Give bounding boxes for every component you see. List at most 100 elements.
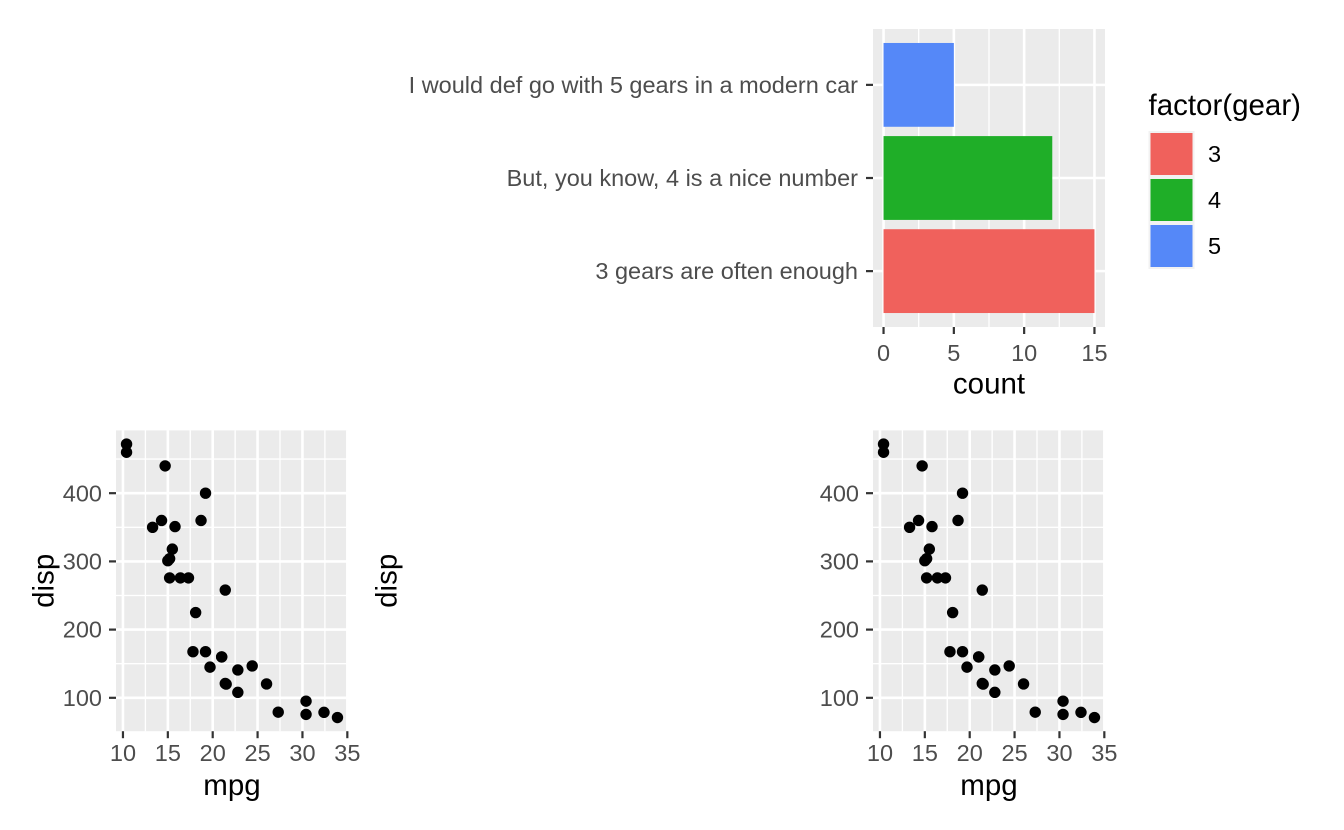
bar-category-label: I would def go with 5 gears in a modern … [409, 72, 859, 98]
scatter-point [232, 686, 244, 699]
scatter-point [169, 520, 181, 533]
mpg-disp-scatter-left: 10 15 20 25 30 35 100 200 300 400 mpg disp [28, 430, 360, 802]
scatter-point [199, 487, 212, 499]
bar-x-tick-label: 10 [1011, 340, 1037, 366]
scatter-point [195, 514, 207, 527]
legend-key-swatch [1150, 179, 1193, 221]
scatter-point [1057, 708, 1069, 721]
scatter-y-tick-label: 400 [820, 480, 859, 506]
scatter-point [187, 646, 199, 658]
legend-key-label: 5 [1208, 233, 1221, 259]
scatter-point [912, 514, 925, 527]
scatter-point [903, 521, 916, 533]
scatter-x-axis-title: mpg [960, 769, 1017, 802]
scatter-point [300, 695, 312, 707]
bar [883, 136, 1053, 220]
scatter-x-tick-label: 30 [289, 740, 315, 766]
scatter-point [331, 711, 344, 724]
scatter-point [919, 555, 931, 567]
scatter-point [944, 646, 956, 658]
bar [883, 229, 1095, 314]
legend-key-swatch [1150, 133, 1193, 175]
scatter-point [877, 446, 890, 458]
scatter-point [300, 708, 312, 721]
scatter-x-tick-label: 25 [1002, 740, 1028, 766]
scatter-point [155, 514, 168, 527]
scatter-y-tick-label: 400 [63, 480, 102, 506]
scatter-point [1057, 695, 1069, 707]
scatter-point [163, 572, 176, 584]
scatter-y-axis-title: disp [371, 554, 404, 608]
scatter-y-tick-label: 100 [820, 685, 859, 711]
scatter-point [989, 686, 1001, 699]
scatter-x-tick-label: 20 [200, 740, 226, 766]
scatter-point [260, 678, 273, 690]
scatter-point [939, 572, 952, 584]
scatter-x-tick-label: 30 [1046, 740, 1072, 766]
scatter-point [219, 677, 231, 690]
scatter-x-tick-label: 35 [334, 740, 360, 766]
bar-x-tick-label: 5 [947, 340, 960, 366]
scatter-point [989, 664, 1001, 676]
legend-key-label: 3 [1208, 141, 1221, 167]
scatter-point [162, 555, 174, 567]
scatter-point [956, 646, 969, 658]
bar-category-label: But, you know, 4 is a nice number [507, 165, 859, 191]
scatter-point [174, 572, 187, 584]
scatter-x-tick-label: 10 [867, 740, 893, 766]
scatter-point [961, 661, 973, 673]
scatter-y-axis-title: disp [28, 554, 61, 608]
scatter-point [946, 606, 959, 619]
scatter-point [877, 438, 890, 450]
scatter-point [146, 521, 159, 533]
scatter-point [952, 514, 964, 527]
scatter-x-tick-label: 10 [110, 740, 136, 766]
scatter-point [272, 706, 284, 718]
gear-bar-chart: 0 5 10 15 3 gears are often enough But, you k… [409, 29, 1301, 401]
scatter-point [956, 487, 969, 499]
scatter-point [1017, 678, 1030, 690]
scatter-point [215, 651, 228, 663]
legend-title: factor(gear) [1149, 89, 1301, 122]
scatter-x-tick-label: 35 [1091, 740, 1117, 766]
scatter-y-tick-label: 200 [820, 617, 859, 643]
scatter-point [199, 646, 212, 658]
legend-key-swatch [1150, 225, 1193, 267]
scatter-y-tick-label: 100 [63, 685, 102, 711]
scatter-point [120, 446, 133, 458]
scatter-y-tick-label: 200 [63, 617, 102, 643]
scatter-y-tick-label: 300 [63, 548, 102, 574]
scatter-point [923, 543, 936, 555]
scatter-point [159, 460, 171, 472]
scatter-panel-background [116, 430, 348, 732]
scatter-point [976, 677, 988, 690]
bar-x-tick-label: 0 [877, 340, 890, 366]
scatter-point [166, 543, 179, 555]
scatter-point [204, 661, 216, 673]
scatter-x-tick-label: 25 [245, 740, 271, 766]
scatter-point [920, 572, 933, 584]
scatter-point [926, 520, 938, 533]
bar-category-label: 3 gears are often enough [595, 258, 858, 284]
scatter-point [120, 438, 133, 450]
scatter-point [1088, 711, 1101, 724]
legend-key-label: 4 [1208, 187, 1221, 213]
scatter-point [976, 584, 988, 596]
bar-x-tick-label: 15 [1081, 340, 1107, 366]
bar [883, 42, 954, 127]
scatter-x-tick-label: 15 [155, 740, 181, 766]
scatter-point [318, 706, 330, 719]
scatter-point [916, 460, 928, 472]
scatter-point [232, 664, 244, 676]
scatter-point [182, 572, 195, 584]
scatter-point [1003, 660, 1015, 672]
scatter-point [219, 584, 231, 596]
scatter-point [1075, 706, 1087, 719]
bar-x-axis-title: count [953, 368, 1025, 401]
scatter-x-tick-label: 15 [912, 740, 938, 766]
scatter-y-tick-label: 300 [820, 548, 859, 574]
scatter-point [1029, 706, 1041, 718]
scatter-x-axis-title: mpg [203, 769, 260, 802]
